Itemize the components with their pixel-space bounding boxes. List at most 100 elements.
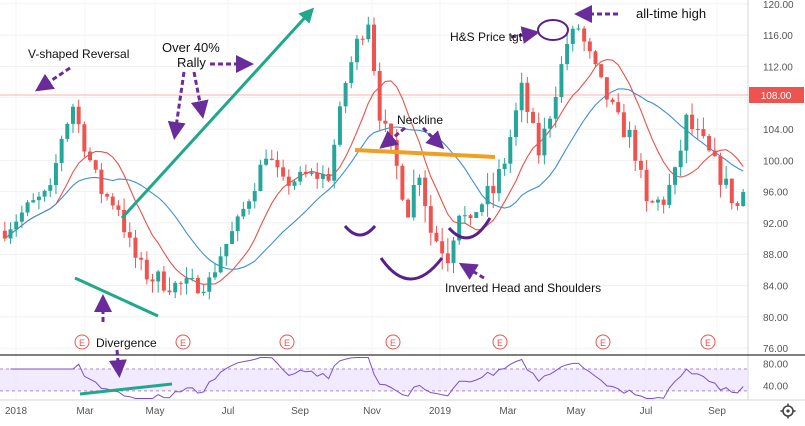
candle xyxy=(264,149,269,167)
svg-text:E: E xyxy=(600,338,606,348)
candle xyxy=(570,25,575,52)
price-tick-label: 120.00 xyxy=(763,0,794,11)
earnings-marker[interactable]: E xyxy=(595,334,611,350)
price-tick-label: 76.00 xyxy=(763,344,788,355)
candle xyxy=(491,172,496,209)
candle xyxy=(741,189,746,207)
candle xyxy=(496,159,501,202)
settings-gear-icon[interactable] xyxy=(780,403,796,419)
candle xyxy=(400,163,405,202)
candle xyxy=(434,225,439,243)
candle xyxy=(479,202,484,216)
candle xyxy=(315,162,320,189)
candle xyxy=(366,16,371,43)
candle xyxy=(173,280,178,299)
candle xyxy=(99,163,104,204)
time-tick-label: Sep xyxy=(708,406,726,417)
candle xyxy=(440,227,445,270)
price-tick-label: 88.00 xyxy=(763,250,788,261)
candle xyxy=(513,102,518,146)
candle xyxy=(195,274,200,295)
left-shoulder-arc xyxy=(343,225,377,237)
neckline-line xyxy=(354,148,496,159)
candle xyxy=(8,222,13,244)
candle xyxy=(707,133,712,153)
candle xyxy=(576,24,581,31)
candle xyxy=(36,192,41,210)
candle xyxy=(468,214,473,225)
candle xyxy=(139,251,144,271)
earnings-marker[interactable]: E xyxy=(492,334,508,350)
candle xyxy=(593,50,598,68)
candle xyxy=(644,159,649,212)
current-price-box xyxy=(749,87,804,103)
candle xyxy=(133,230,138,269)
candle xyxy=(354,34,359,71)
earnings-marker[interactable]: E xyxy=(700,334,716,350)
candle xyxy=(218,246,223,274)
earnings-marker[interactable]: E xyxy=(74,334,90,350)
time-tick-label: 2019 xyxy=(429,406,452,417)
candle xyxy=(621,103,626,138)
candle xyxy=(508,129,513,173)
candle xyxy=(411,169,416,221)
candle xyxy=(241,201,246,220)
candle xyxy=(616,93,621,115)
candle xyxy=(638,153,643,179)
earnings-marker[interactable]: E xyxy=(385,334,401,350)
time-tick-label: Jul xyxy=(640,406,653,417)
price-target-label: H&S Price tgt xyxy=(450,30,523,44)
candle xyxy=(661,196,666,214)
ihs-arrow xyxy=(458,262,485,280)
candle xyxy=(275,151,280,178)
candle xyxy=(712,137,717,157)
candle xyxy=(695,118,700,139)
current-price-tag: 108.00 xyxy=(0,87,804,103)
candle xyxy=(428,195,433,246)
rsi-tick-label: 40.00 xyxy=(763,381,788,392)
candle xyxy=(565,34,570,71)
divergence-price-line xyxy=(74,276,159,318)
candle xyxy=(150,273,155,293)
candle xyxy=(553,86,558,128)
v-reversal-label: V-shaped Reversal xyxy=(28,47,129,61)
candle xyxy=(144,251,149,285)
rally-label-line2: Rally xyxy=(177,55,206,70)
earnings-marker[interactable]: E xyxy=(279,334,295,350)
price-tick-label: 112.00 xyxy=(763,62,793,73)
price-tick-label: 80.00 xyxy=(763,313,788,324)
candle xyxy=(88,147,93,163)
v-reversal-arrow xyxy=(35,66,71,92)
candle xyxy=(224,243,229,266)
candle xyxy=(462,206,467,224)
candle xyxy=(71,103,75,134)
candle xyxy=(633,125,638,171)
candle xyxy=(309,168,314,177)
rsi-tick-label: 80.00 xyxy=(763,360,788,371)
candle xyxy=(337,101,342,147)
candle xyxy=(212,262,217,280)
svg-text:E: E xyxy=(390,338,396,348)
candle xyxy=(718,152,723,198)
candle xyxy=(701,117,706,139)
candle xyxy=(320,165,325,188)
candle xyxy=(326,167,331,183)
time-tick-label: Mar xyxy=(76,406,94,417)
candle xyxy=(485,173,490,217)
divergence-rsi-line xyxy=(79,382,173,396)
ihs-label: Inverted Head and Shoulders xyxy=(445,281,601,295)
divergence-label: Divergence xyxy=(96,336,157,350)
candle xyxy=(252,183,257,209)
earnings-marker[interactable]: E xyxy=(175,334,191,350)
candle xyxy=(604,76,609,108)
candle xyxy=(531,107,536,124)
candle xyxy=(25,199,30,217)
candle xyxy=(519,72,524,123)
candle xyxy=(383,109,388,133)
svg-text:E: E xyxy=(79,338,85,348)
candle xyxy=(735,201,740,211)
time-tick-label: 2018 xyxy=(5,406,28,417)
